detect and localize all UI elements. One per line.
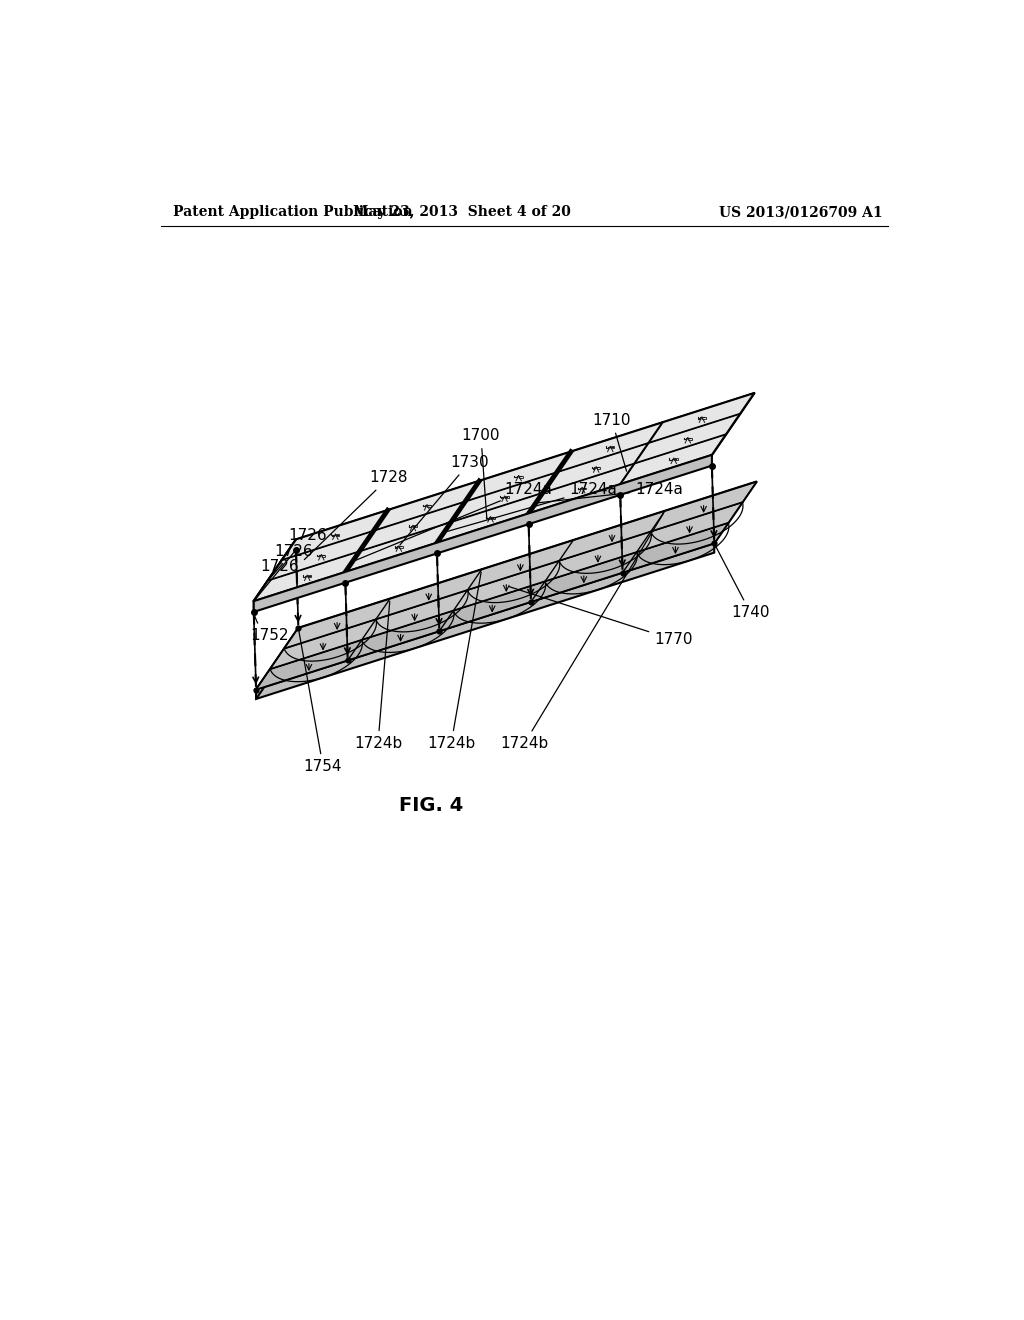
Text: 1728: 1728 bbox=[304, 470, 408, 560]
Polygon shape bbox=[621, 434, 726, 484]
Polygon shape bbox=[256, 523, 728, 689]
Text: 1770: 1770 bbox=[509, 586, 692, 647]
Polygon shape bbox=[256, 628, 298, 700]
Bar bbox=[307, 576, 311, 577]
Polygon shape bbox=[285, 482, 757, 648]
Text: 1740: 1740 bbox=[716, 546, 770, 620]
Polygon shape bbox=[270, 503, 742, 669]
Bar bbox=[427, 506, 431, 507]
Bar bbox=[702, 417, 706, 418]
Bar bbox=[490, 517, 495, 519]
Text: 1726: 1726 bbox=[269, 544, 313, 578]
Bar bbox=[674, 458, 678, 461]
Text: May 23, 2013  Sheet 4 of 20: May 23, 2013 Sheet 4 of 20 bbox=[352, 206, 570, 219]
Polygon shape bbox=[268, 531, 374, 581]
Text: 1724a: 1724a bbox=[446, 482, 617, 532]
Text: 1724a: 1724a bbox=[539, 482, 683, 503]
Bar bbox=[399, 546, 402, 548]
Polygon shape bbox=[282, 511, 388, 560]
Polygon shape bbox=[254, 393, 755, 601]
Polygon shape bbox=[345, 523, 452, 572]
Text: 1754: 1754 bbox=[299, 631, 342, 775]
Text: 1724b: 1724b bbox=[500, 513, 664, 751]
Text: 1700: 1700 bbox=[462, 428, 500, 519]
Text: 1710: 1710 bbox=[593, 413, 631, 471]
Text: 1730: 1730 bbox=[400, 455, 488, 545]
Polygon shape bbox=[543, 444, 648, 492]
Text: US 2013/0126709 A1: US 2013/0126709 A1 bbox=[719, 206, 883, 219]
Polygon shape bbox=[465, 451, 571, 502]
Polygon shape bbox=[437, 492, 543, 543]
Polygon shape bbox=[528, 463, 635, 513]
Text: 1724b: 1724b bbox=[354, 602, 402, 751]
Bar bbox=[336, 535, 339, 536]
Polygon shape bbox=[374, 480, 479, 531]
Bar bbox=[688, 438, 692, 440]
Polygon shape bbox=[256, 482, 757, 689]
Text: Patent Application Publication: Patent Application Publication bbox=[173, 206, 413, 219]
Polygon shape bbox=[254, 552, 359, 601]
Polygon shape bbox=[557, 422, 663, 473]
Text: 1752: 1752 bbox=[250, 615, 289, 643]
Bar bbox=[610, 446, 614, 449]
Text: 1726: 1726 bbox=[256, 528, 327, 599]
Polygon shape bbox=[635, 413, 740, 463]
Bar bbox=[414, 525, 417, 528]
Bar bbox=[597, 467, 600, 469]
Bar bbox=[505, 496, 509, 498]
Polygon shape bbox=[359, 502, 465, 552]
Polygon shape bbox=[254, 455, 712, 612]
Polygon shape bbox=[452, 473, 557, 523]
Text: FIG. 4: FIG. 4 bbox=[398, 796, 463, 814]
Text: 1724b: 1724b bbox=[427, 573, 481, 751]
Text: 1724a: 1724a bbox=[355, 482, 552, 561]
Bar bbox=[519, 475, 522, 478]
Bar bbox=[583, 487, 586, 490]
Polygon shape bbox=[254, 540, 296, 612]
Polygon shape bbox=[256, 544, 714, 700]
Bar bbox=[322, 554, 326, 557]
Polygon shape bbox=[648, 393, 755, 444]
Text: 1726: 1726 bbox=[260, 558, 299, 574]
